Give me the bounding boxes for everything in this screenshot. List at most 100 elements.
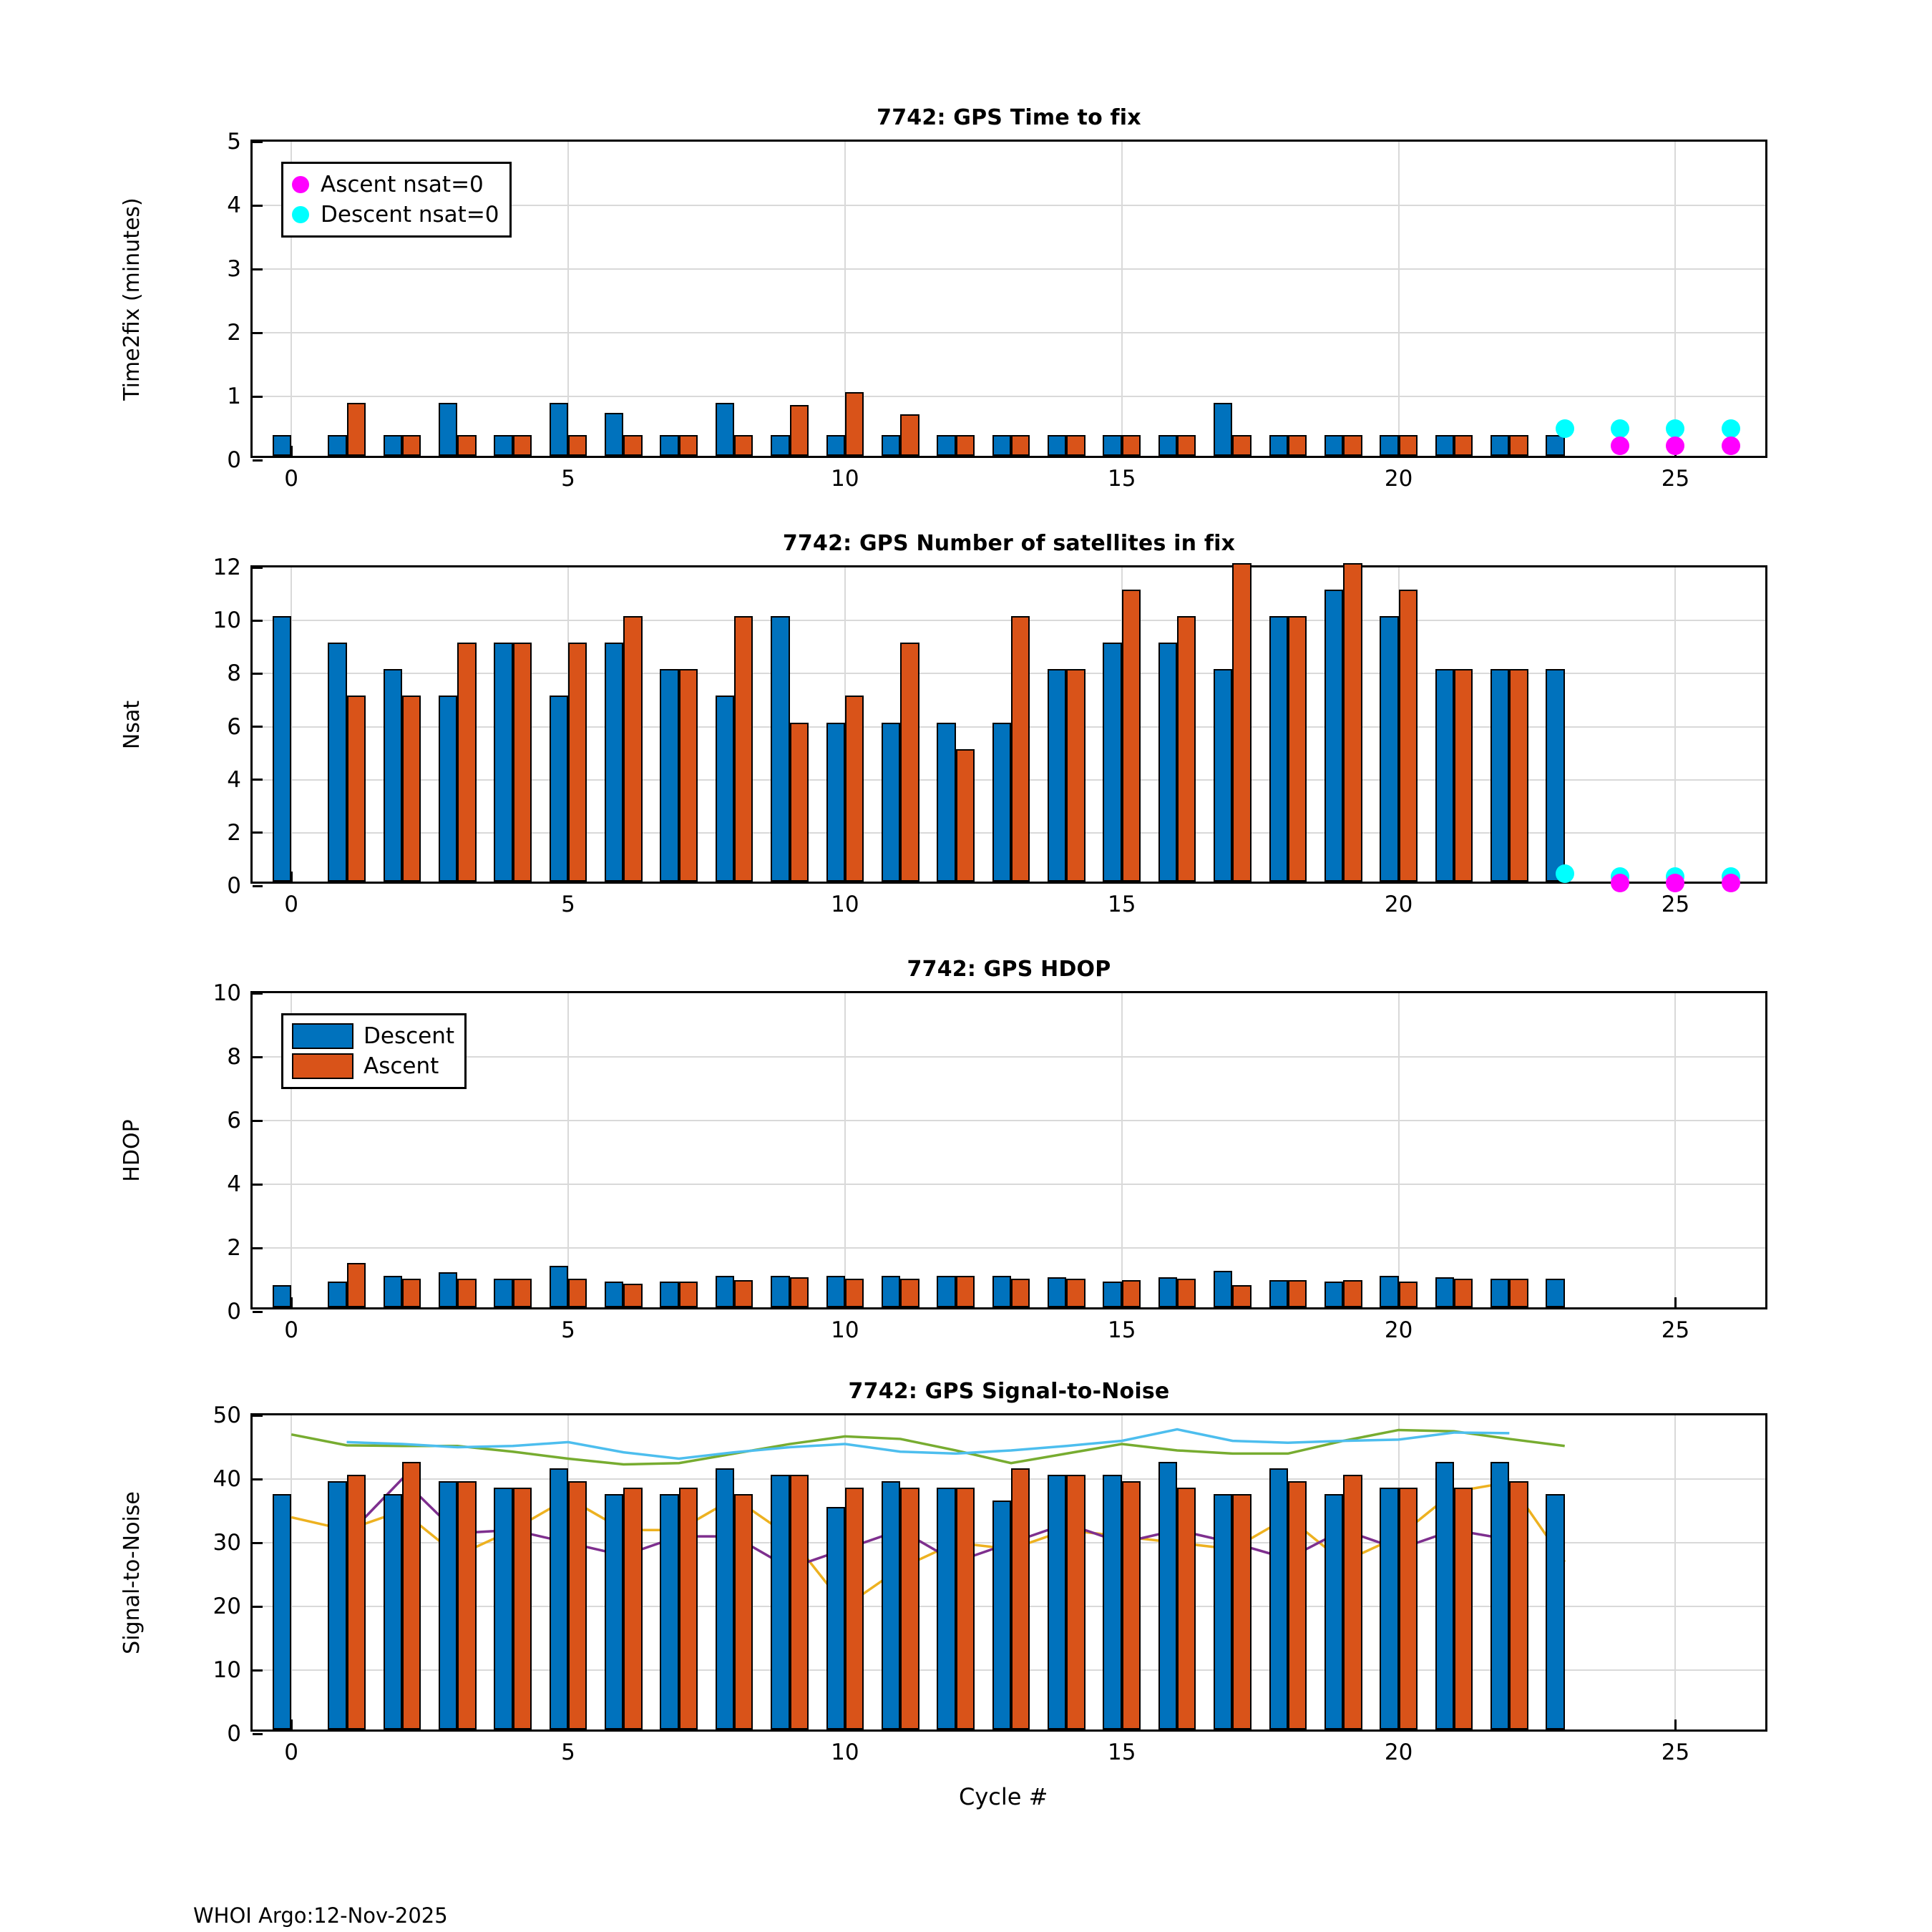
bar-ascent (457, 434, 477, 456)
legend-entry[interactable]: Ascent (292, 1051, 454, 1081)
x-tick-label: 25 (1661, 892, 1690, 917)
gridline-v (844, 993, 846, 1307)
x-tick-label: 25 (1661, 1317, 1690, 1343)
bar-descent (715, 1468, 735, 1729)
x-tick-label: 15 (1108, 1740, 1136, 1765)
legend-entry[interactable]: Descent nsat=0 (292, 200, 499, 230)
bar-ascent (1121, 1480, 1141, 1729)
legend-time-to-fix[interactable]: Ascent nsat=0 Descent nsat=0 (281, 162, 512, 238)
y-tick-label: 4 (227, 192, 241, 218)
bar-descent (826, 434, 845, 456)
legend-color-swatch (292, 1023, 353, 1049)
bar-ascent (1177, 434, 1196, 456)
bar-descent (272, 616, 292, 882)
bar-descent (881, 722, 901, 882)
y-tick-label: 6 (227, 713, 241, 740)
bar-descent (1324, 1493, 1344, 1729)
bar-ascent (1232, 563, 1252, 882)
bar-ascent (1509, 669, 1528, 882)
bar-descent (1491, 1462, 1510, 1729)
bar-descent (881, 434, 901, 456)
x-tick-label: 10 (831, 1740, 859, 1765)
gridline-v (291, 567, 293, 882)
scatter-dot-ascent-nsat0 (1611, 436, 1630, 456)
bar-descent (605, 1493, 624, 1729)
bar-descent (881, 1275, 901, 1307)
bar-ascent (1066, 1475, 1085, 1729)
bar-ascent (623, 616, 643, 882)
bar-ascent (678, 1282, 698, 1307)
y-tick-label: 2 (227, 320, 241, 346)
legend-label: Ascent (364, 1053, 439, 1079)
scatter-dot-descent-nsat0 (1555, 864, 1574, 884)
panel-nsat: 0 2 4 6 8 10 12 0 5 10 15 20 25 7742: GPS Number of s… (119, 531, 1767, 917)
bar-descent (937, 1487, 956, 1729)
panel-time-to-fix: 0 1 2 3 4 5 0 5 10 15 20 25 Ascent nsat=0 Descent nsa… (119, 105, 1767, 492)
gridline-h (253, 1056, 1765, 1058)
x-tick-label: 15 (1108, 892, 1136, 917)
bar-ascent (1509, 1278, 1528, 1307)
scatter-dot-ascent-nsat0 (1666, 873, 1685, 892)
legend-hdop[interactable]: Descent Ascent (281, 1013, 467, 1089)
bar-descent (494, 434, 513, 456)
bar-descent (1269, 616, 1288, 882)
bar-ascent (1066, 1278, 1085, 1307)
y-tick-mark (253, 619, 263, 622)
gridline-v (291, 993, 293, 1307)
x-tick-label: 15 (1108, 1317, 1136, 1343)
bar-descent (1158, 643, 1178, 882)
y-tick-label: 50 (213, 1402, 241, 1428)
bar-ascent (1011, 1278, 1030, 1307)
bar-descent (1546, 669, 1565, 882)
y-tick-label: 2 (227, 1235, 241, 1261)
bar-ascent (401, 696, 421, 882)
gridline-h (253, 673, 1765, 675)
legend-dot-icon (292, 176, 309, 193)
y-tick-label: 30 (213, 1530, 241, 1556)
bar-descent (937, 722, 956, 882)
x-tick-label: 0 (284, 1740, 299, 1765)
bar-descent (1048, 669, 1067, 882)
bar-ascent (401, 1462, 421, 1729)
x-tick-mark (290, 872, 293, 882)
bar-descent (1214, 1493, 1233, 1729)
bar-ascent (734, 1280, 753, 1307)
bar-ascent (844, 1278, 864, 1307)
bar-ascent (512, 643, 532, 882)
y-tick-label: 8 (227, 660, 241, 687)
x-tick-label: 10 (831, 466, 859, 492)
bar-descent (1435, 1462, 1454, 1729)
y-tick-mark (253, 268, 263, 270)
x-axis-label: Cycle # (959, 1783, 1048, 1810)
bar-descent (605, 643, 624, 882)
y-tick-mark (253, 459, 263, 462)
legend-entry[interactable]: Ascent nsat=0 (292, 170, 499, 200)
bar-descent (383, 1275, 402, 1307)
bar-descent (1158, 1277, 1178, 1307)
bar-ascent (844, 1487, 864, 1729)
legend-entry[interactable]: Descent (292, 1021, 454, 1051)
y-tick-mark (253, 1310, 263, 1313)
bar-ascent (623, 434, 643, 456)
gridline-v (291, 142, 293, 456)
bar-descent (438, 1272, 458, 1307)
bar-descent (549, 696, 568, 882)
scatter-dot-ascent-nsat0 (1721, 873, 1740, 892)
bar-descent (272, 1284, 292, 1307)
scatter-dot-descent-nsat0 (1611, 419, 1630, 438)
y-axis-label-nsat: Nsat (119, 700, 145, 749)
y-tick-mark (253, 1478, 263, 1480)
y-tick-label: 0 (227, 447, 241, 473)
x-tick-label: 20 (1384, 892, 1413, 917)
plot-area-time-to-fix: 0 1 2 3 4 5 0 5 10 15 20 25 Ascent nsat=0 Descent nsa… (227, 129, 1767, 492)
y-tick-mark (253, 726, 263, 728)
y-tick-mark (253, 1119, 263, 1122)
legend-color-swatch (292, 1053, 353, 1079)
legend-label: Descent (364, 1023, 455, 1049)
bar-descent (992, 1500, 1011, 1729)
bar-ascent (1398, 1487, 1418, 1729)
bar-descent (1103, 434, 1122, 456)
bar-descent (272, 1493, 292, 1729)
bar-ascent (1453, 669, 1473, 882)
bar-descent (1435, 434, 1454, 456)
